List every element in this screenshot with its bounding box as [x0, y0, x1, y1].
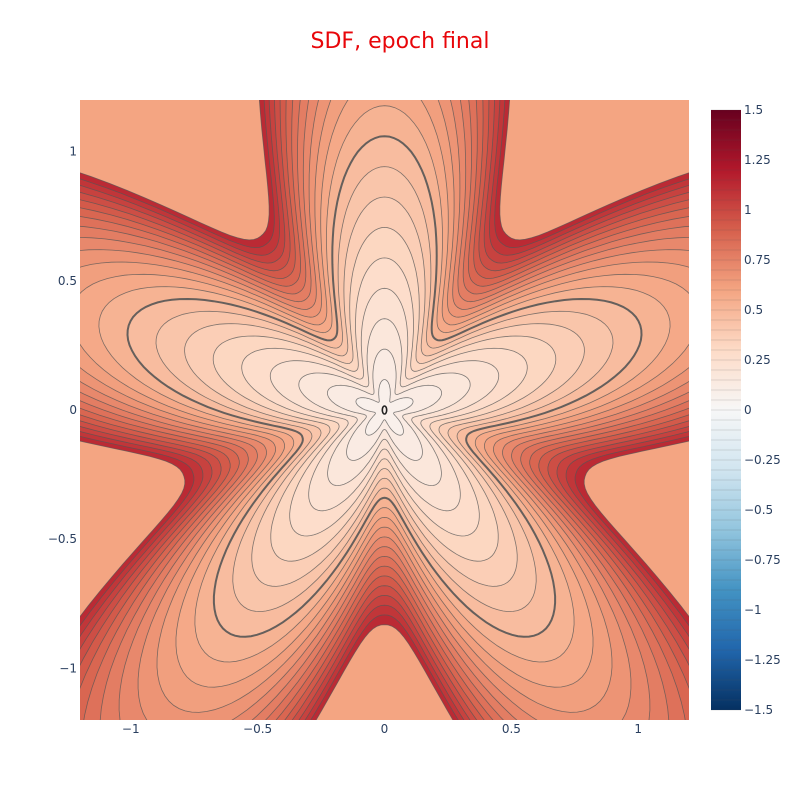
- chart-title: SDF, epoch final: [311, 29, 490, 54]
- colorbar-bar: [711, 110, 741, 710]
- y-tick-label: 0: [69, 403, 77, 417]
- colorbar-ticks: 1.5 1.25 1 0.75 0.5 0.25 0 −0.25 −0.5 −0.75 −1 −1.2…: [744, 103, 781, 717]
- y-tick-label: −1: [59, 661, 77, 675]
- contour-line: [98, 105, 671, 663]
- colorbar-level-lines: [711, 109, 741, 711]
- contour-line: [269, 287, 500, 512]
- y-axis: 1 0.5 0 −0.5 −1: [48, 145, 77, 676]
- colorbar-tick-label: −0.75: [744, 553, 781, 567]
- y-tick-label: 1: [69, 145, 77, 159]
- colorbar-tick-label: 0.75: [744, 253, 771, 267]
- colorbar-tick-label: 1: [744, 203, 752, 217]
- colorbar-tick-label: 0.25: [744, 353, 771, 367]
- contour-line: [126, 135, 643, 638]
- y-tick-label: 0.5: [58, 274, 77, 288]
- colorbar-tick-label: −1: [744, 603, 762, 617]
- x-tick-label: 0: [381, 722, 389, 736]
- x-axis: −1 −0.5 0 0.5 1: [122, 722, 642, 736]
- colorbar-tick-label: −0.5: [744, 503, 773, 517]
- colorbar-tick-label: −1.5: [744, 703, 773, 717]
- contour-line: [212, 226, 557, 562]
- x-tick-label: 1: [634, 722, 642, 736]
- colorbar: 1.5 1.25 1 0.75 0.5 0.25 0 −0.25 −0.5 −0.75 −1 −1.2…: [711, 103, 781, 717]
- contour-line: [155, 166, 614, 613]
- contour-line: [327, 348, 442, 461]
- colorbar-tick-label: 0.5: [744, 303, 763, 317]
- zero-contour: [381, 405, 388, 415]
- colorbar-tick-label: 1.5: [744, 103, 763, 117]
- x-tick-label: −1: [122, 722, 140, 736]
- contour-line: [298, 318, 471, 487]
- colorbar-tick-label: 0: [744, 403, 752, 417]
- x-tick-label: 0.5: [502, 722, 521, 736]
- x-tick-label: −0.5: [243, 722, 272, 736]
- colorbar-tick-label: −1.25: [744, 653, 781, 667]
- contour-line: [184, 196, 585, 587]
- contour-line: [241, 257, 528, 537]
- contour-line: [355, 379, 414, 436]
- y-tick-label: −0.5: [48, 532, 77, 546]
- contour-fill-level: [355, 379, 414, 436]
- contour-line: [80, 100, 689, 720]
- contour-line: [80, 100, 689, 713]
- contour-line: [80, 100, 689, 720]
- colorbar-tick-label: −0.25: [744, 453, 781, 467]
- colorbar-tick-label: 1.25: [744, 153, 771, 167]
- contour-line: [80, 100, 689, 688]
